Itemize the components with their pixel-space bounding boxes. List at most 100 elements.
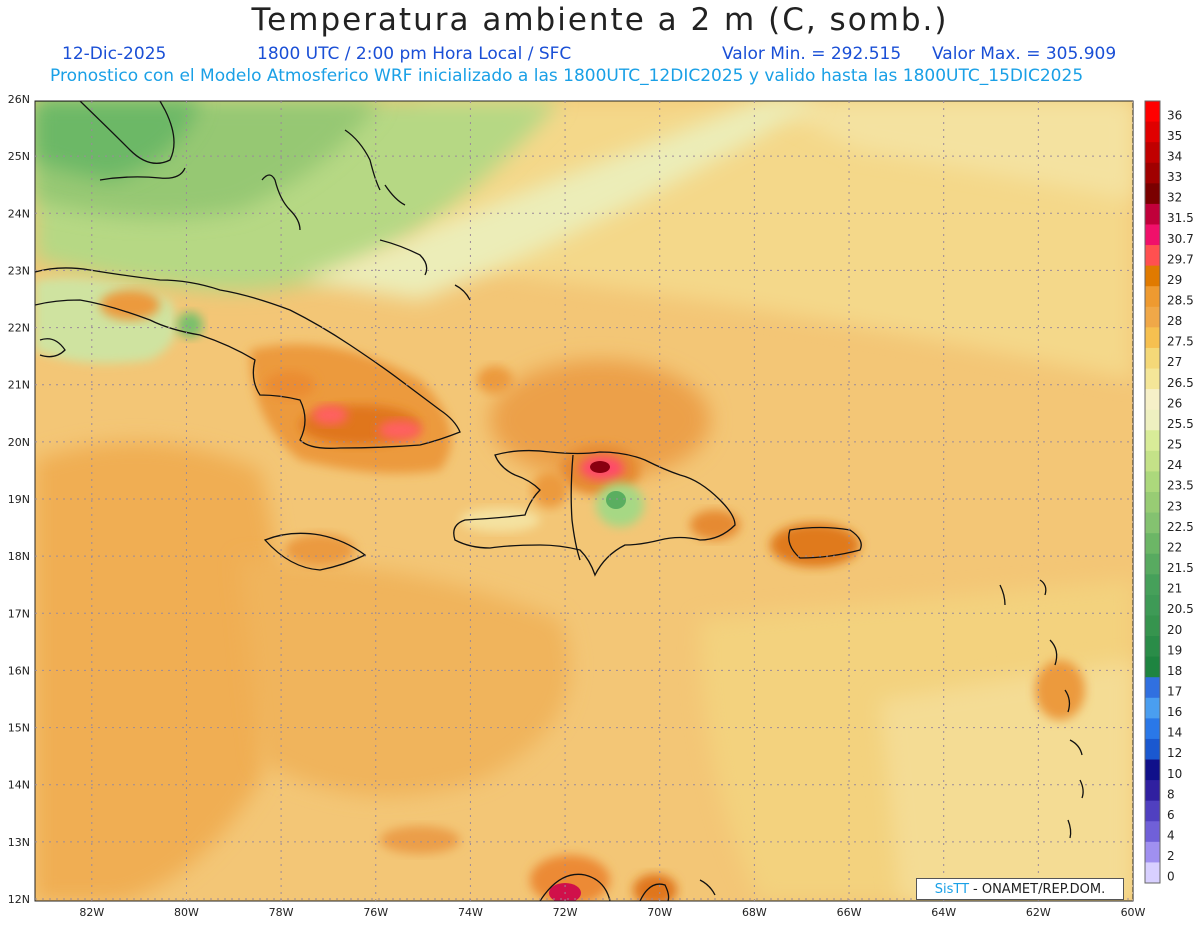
- lat-label: 15N: [8, 722, 30, 735]
- legend-swatch: [1145, 471, 1160, 493]
- legend-border: [1144, 100, 1161, 884]
- legend-label: 17: [1167, 685, 1182, 699]
- legend-label: 28: [1167, 314, 1182, 328]
- legend-swatch: [1145, 203, 1160, 225]
- legend-swatch: [1145, 368, 1160, 390]
- min-value: Valor Min. = 292.515: [722, 44, 902, 64]
- temperature-field: [35, 101, 1133, 901]
- lat-label: 21N: [8, 379, 30, 392]
- legend-swatch: [1145, 512, 1160, 534]
- legend-label: 27.5: [1167, 335, 1194, 349]
- legend-swatch: [1145, 594, 1160, 616]
- brand-logo: SisTT: [934, 881, 970, 897]
- lon-label: 78W: [269, 906, 294, 919]
- lat-label: 14N: [8, 779, 30, 792]
- legend-label: 21: [1167, 582, 1182, 596]
- legend-swatch: [1145, 553, 1160, 575]
- legend-swatch: [1145, 738, 1160, 761]
- legend-swatch: [1145, 718, 1160, 740]
- longitude-labels: 82W 80W 78W 76W 74W 72W 70W 68W 66W 64W 62W 60W: [79, 906, 1145, 919]
- legend-swatch: [1145, 101, 1160, 123]
- legend-label: 18: [1167, 664, 1182, 678]
- legend-label: 19: [1167, 643, 1182, 657]
- legend-label: 33: [1167, 170, 1182, 184]
- lat-label: 12N: [8, 893, 30, 906]
- legend-label: 26: [1167, 396, 1182, 410]
- valid-date: 12-Dic-2025: [62, 44, 167, 64]
- lon-label: 72W: [553, 906, 578, 919]
- legend-label: 8: [1167, 787, 1175, 801]
- lat-label: 24N: [8, 207, 30, 220]
- legend-label: 4: [1167, 829, 1175, 843]
- coastlines: [35, 101, 1084, 901]
- legend-label: 29: [1167, 273, 1182, 287]
- lon-label: 68W: [742, 906, 767, 919]
- legend-swatch: [1145, 327, 1160, 349]
- legend-label: 23: [1167, 499, 1182, 513]
- legend-label: 22: [1167, 540, 1182, 554]
- legend-label: 23.5: [1167, 479, 1194, 493]
- legend-label: 34: [1167, 149, 1182, 163]
- legend-swatch: [1145, 697, 1160, 719]
- lat-label: 23N: [8, 264, 30, 277]
- credit-box: SisTT - ONAMET/REP.DOM.: [916, 878, 1124, 900]
- lat-label: 20N: [8, 436, 30, 449]
- legend-label: 20.5: [1167, 602, 1194, 616]
- legend-swatch: [1145, 841, 1160, 863]
- lat-label: 17N: [8, 607, 30, 620]
- legend-label: 35: [1167, 129, 1182, 143]
- latitude-labels: 26N 25N 24N 23N 22N 21N 20N 19N 18N 17N 16N 15N 14N 1…: [8, 93, 30, 906]
- legend-swatch: [1145, 677, 1160, 699]
- legend-label: 36: [1167, 108, 1182, 122]
- color-legend: 363534333231.530.729.72928.52827.52726.5…: [1144, 100, 1194, 884]
- legend-swatch: [1145, 656, 1160, 678]
- legend-swatch: [1145, 780, 1160, 802]
- legend-swatch: [1145, 162, 1160, 184]
- legend-swatch: [1145, 574, 1160, 596]
- lon-label: 66W: [837, 906, 862, 919]
- legend-label: 12: [1167, 746, 1182, 760]
- legend-swatch: [1145, 389, 1160, 411]
- lon-label: 60W: [1121, 906, 1146, 919]
- legend-label: 6: [1167, 808, 1175, 822]
- legend-swatch: [1145, 821, 1160, 843]
- legend-swatch: [1145, 409, 1160, 431]
- legend-label: 2: [1167, 849, 1175, 863]
- legend-label: 22.5: [1167, 520, 1194, 534]
- credit-text: - ONAMET/REP.DOM.: [973, 881, 1106, 897]
- legend-swatch: [1145, 615, 1160, 637]
- lat-label: 22N: [8, 322, 30, 335]
- legend-label: 29.7: [1167, 252, 1194, 266]
- legend-swatch: [1145, 862, 1160, 884]
- lat-label: 25N: [8, 150, 30, 163]
- legend-label: 30.7: [1167, 232, 1194, 246]
- legend-swatch: [1145, 183, 1160, 205]
- lat-label: 26N: [8, 93, 30, 106]
- legend-swatch: [1145, 245, 1160, 267]
- legend-label: 28.5: [1167, 294, 1194, 308]
- legend-swatch: [1145, 533, 1160, 555]
- graticule: [35, 101, 1133, 901]
- legend-label: 16: [1167, 705, 1182, 719]
- lat-label: 19N: [8, 493, 30, 506]
- legend-label: 20: [1167, 623, 1182, 637]
- legend-label: 26.5: [1167, 376, 1194, 390]
- legend-swatch: [1145, 286, 1160, 308]
- legend-swatch: [1145, 142, 1160, 164]
- legend-swatch: [1145, 450, 1160, 472]
- lat-label: 18N: [8, 550, 30, 563]
- max-value: Valor Max. = 305.909: [932, 44, 1117, 64]
- lon-label: 80W: [174, 906, 199, 919]
- legend-label: 14: [1167, 726, 1182, 740]
- legend-swatch: [1145, 759, 1160, 781]
- lon-label: 70W: [647, 906, 672, 919]
- legend-swatch: [1145, 347, 1160, 370]
- legend-swatch: [1145, 265, 1160, 287]
- lon-label: 76W: [363, 906, 388, 919]
- legend-label: 27: [1167, 355, 1182, 369]
- legend-label: 25.5: [1167, 417, 1194, 431]
- lon-label: 64W: [931, 906, 956, 919]
- legend-swatch: [1145, 636, 1160, 658]
- map-title: Temperatura ambiente a 2 m (C, somb.): [251, 2, 949, 38]
